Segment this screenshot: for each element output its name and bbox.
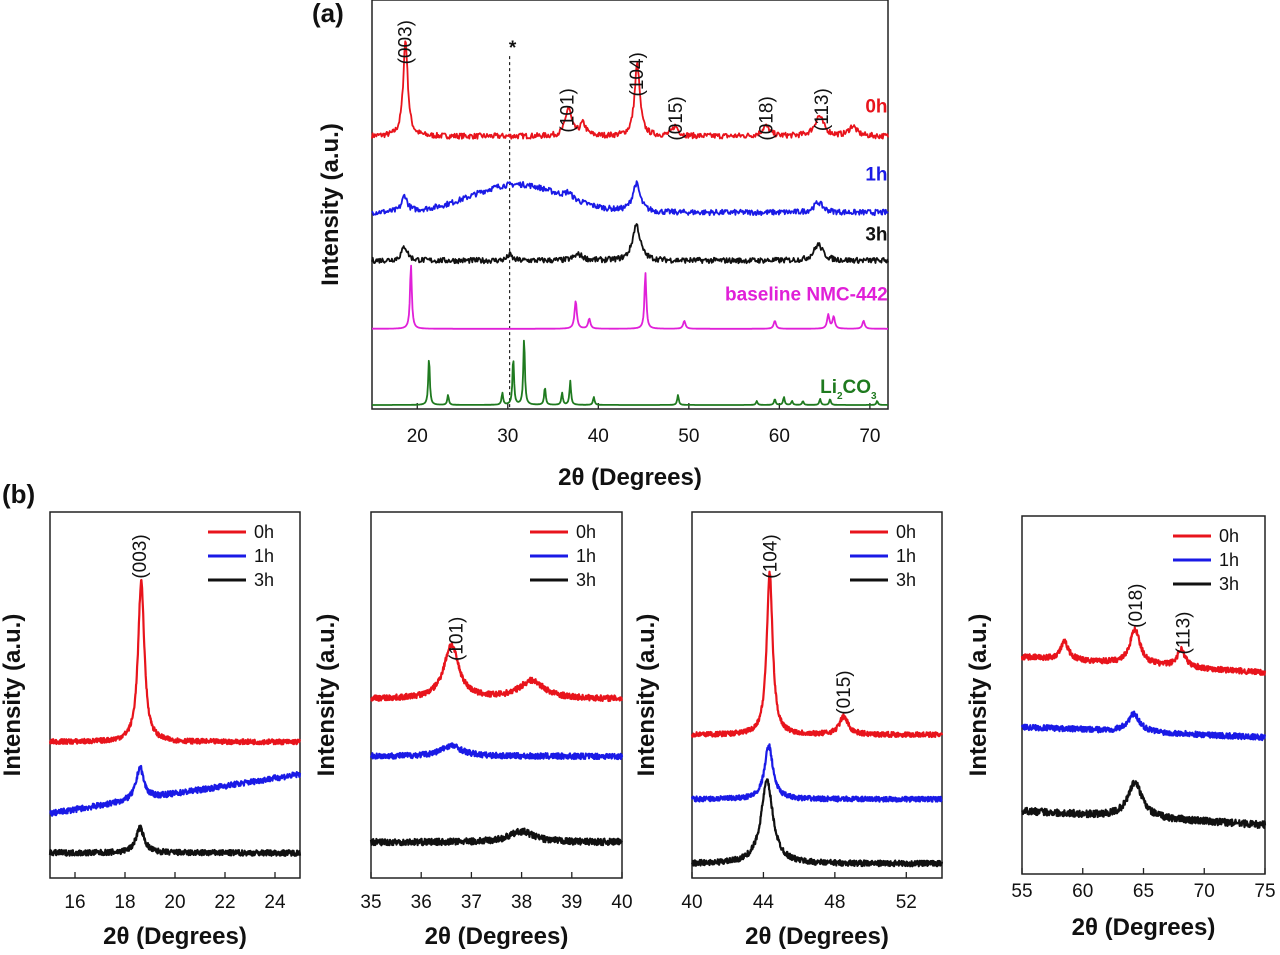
- peak-annotation: (104): [627, 52, 648, 96]
- panel-a-label: (a): [312, 0, 344, 28]
- x-tick-label: 35: [360, 892, 381, 913]
- y-axis-label: Intensity (a.u.): [313, 614, 340, 777]
- x-tick-label: 70: [1194, 881, 1215, 902]
- x-tick-label: 30: [497, 426, 518, 447]
- series-line-1h: [371, 180, 889, 217]
- series-line-1h: [49, 764, 302, 817]
- x-axis-label: 2θ (Degrees): [558, 464, 702, 491]
- legend-label-1h: 1h: [1219, 550, 1239, 570]
- peak-annotation: (015): [666, 96, 687, 140]
- x-tick-label: 40: [681, 892, 702, 913]
- chart-b4: 55 60 65 70 75 2θ (Degrees) Intensity (a.u.) (0…: [965, 515, 1276, 941]
- chart-a: 20 30 40 50 60 70 2θ (Degrees) Intensity (a.u.)…: [317, 0, 889, 491]
- legend-label-1h: 1h: [254, 546, 274, 566]
- peak-annotation: (015): [834, 670, 855, 714]
- series-label: Li2CO3: [820, 377, 877, 402]
- x-tick-label: 65: [1133, 881, 1154, 902]
- x-tick-label: 20: [164, 892, 185, 913]
- plot-frame: [371, 0, 889, 410]
- x-axis-label: 2θ (Degrees): [425, 923, 569, 950]
- series-line-1h: [369, 742, 624, 761]
- peak-annotation: (101): [558, 88, 579, 132]
- y-axis-label: Intensity (a.u.): [317, 123, 344, 286]
- x-tick-label: 60: [1072, 881, 1093, 902]
- x-tick-label: 50: [678, 426, 699, 447]
- x-tick-label: 37: [461, 892, 482, 913]
- series-label: 1h: [865, 164, 887, 185]
- x-tick-label: 48: [824, 892, 845, 913]
- x-axis-label: 2θ (Degrees): [745, 923, 889, 950]
- series-line-3h: [369, 827, 623, 847]
- x-tick-label: 22: [214, 892, 235, 913]
- series-line-0h: [371, 40, 889, 140]
- series-label: 0h: [865, 96, 887, 117]
- peak-annotation: (104): [761, 534, 782, 578]
- panel-b-label: (b): [2, 479, 35, 509]
- legend-label-0h: 0h: [576, 522, 596, 542]
- x-tick-label: 16: [64, 892, 85, 913]
- peak-annotation: (003): [130, 534, 151, 578]
- peak-annotation: (003): [395, 20, 416, 64]
- legend-label-1h: 1h: [896, 546, 916, 566]
- x-tick-label: 40: [588, 426, 609, 447]
- series-line-baseline-nmc-442: [371, 264, 889, 330]
- series-line-3h: [48, 824, 302, 857]
- series-line-1h: [690, 743, 943, 803]
- x-axis-label: 2θ (Degrees): [103, 923, 247, 950]
- legend-label-1h: 1h: [576, 546, 596, 566]
- x-tick-label: 55: [1011, 881, 1032, 902]
- x-tick-label: 39: [561, 892, 582, 913]
- x-tick-label: 20: [407, 426, 428, 447]
- legend-label-3h: 3h: [254, 570, 274, 590]
- peak-annotation: (018): [757, 96, 778, 140]
- series-line-3h: [691, 778, 944, 868]
- x-tick-label: 52: [896, 892, 917, 913]
- x-tick-label: 75: [1254, 881, 1275, 902]
- x-tick-label: 24: [264, 892, 286, 913]
- legend-label-0h: 0h: [896, 522, 916, 542]
- x-axis-label: 2θ (Degrees): [1072, 914, 1216, 941]
- x-tick-label: 60: [769, 426, 790, 447]
- peak-annotation: (018): [1126, 584, 1147, 628]
- plot-frame: [49, 511, 301, 879]
- chart-b3: 40 44 48 52 2θ (Degrees) Intensity (a.u.) (104…: [633, 511, 944, 950]
- x-tick-label: 70: [859, 426, 880, 447]
- peak-annotation: (113): [1174, 612, 1195, 655]
- y-axis-label: Intensity (a.u.): [965, 614, 992, 777]
- series-line-3h: [1021, 779, 1267, 830]
- legend-label-3h: 3h: [896, 570, 916, 590]
- chart-b2: 35 36 37 38 39 40 2θ (Degrees) Intensity (a.u.)…: [313, 511, 633, 950]
- series-line-li2co3: [371, 339, 889, 406]
- chart-b1: 16 18 20 22 24 2θ (Degrees) Intensity (a.u.) (0…: [0, 511, 302, 950]
- x-tick-label: 44: [753, 892, 775, 913]
- marker-label: *: [509, 38, 517, 59]
- legend-label-3h: 3h: [576, 570, 596, 590]
- series-line-3h: [371, 223, 889, 265]
- x-tick-label: 18: [114, 892, 135, 913]
- series-line-1h: [1020, 710, 1267, 742]
- y-axis-label: Intensity (a.u.): [633, 614, 660, 777]
- legend-label-3h: 3h: [1219, 574, 1239, 594]
- plot-frame: [691, 511, 943, 879]
- legend-label-0h: 0h: [1219, 526, 1239, 546]
- y-axis-label: Intensity (a.u.): [0, 614, 26, 777]
- series-label: 3h: [865, 225, 887, 246]
- series-line-0h: [1020, 626, 1267, 676]
- series-line-0h: [690, 570, 944, 739]
- peak-annotation: (101): [446, 617, 467, 661]
- series-line-0h: [370, 642, 623, 703]
- x-tick-label: 36: [411, 892, 432, 913]
- peak-annotation: (113): [812, 88, 833, 131]
- series-label: baseline NMC-442: [725, 285, 888, 306]
- x-tick-label: 40: [611, 892, 632, 913]
- series-line-0h: [48, 578, 302, 746]
- x-tick-label: 38: [511, 892, 532, 913]
- plot-frame: [370, 511, 623, 879]
- legend-label-0h: 0h: [254, 522, 274, 542]
